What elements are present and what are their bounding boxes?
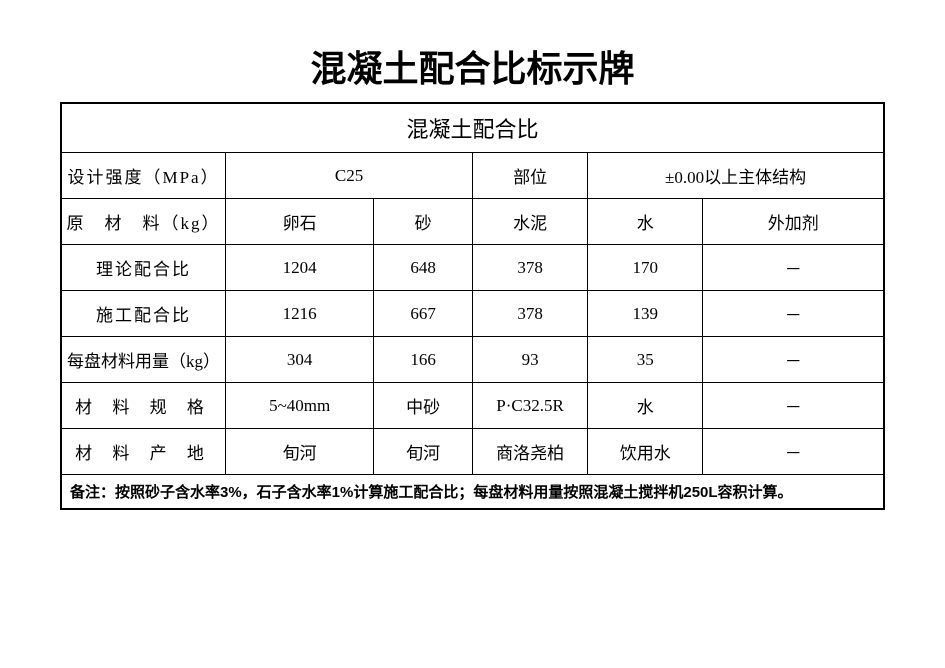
part-value: ±0.00以上主体结构 (588, 153, 884, 199)
theoretical-sand: 648 (374, 245, 473, 291)
material-spec-label: 材 料 规 格 (61, 383, 226, 429)
per-batch-gravel: 304 (226, 337, 374, 383)
material-origin-row: 材 料 产 地 旬河 旬河 商洛尧柏 饮用水 － (61, 429, 884, 475)
origin-gravel: 旬河 (226, 429, 374, 475)
col-cement: 水泥 (472, 199, 587, 245)
footer-note: 备注：按照砂子含水率3%，石子含水率1%计算施工配合比；每盘材料用量按照混凝土搅… (61, 475, 884, 510)
materials-label: 原 材 料（kg） (61, 199, 226, 245)
design-strength-value: C25 (226, 153, 473, 199)
spec-sand: 中砂 (374, 383, 473, 429)
origin-additive: － (703, 429, 884, 475)
material-origin-label: 材 料 产 地 (61, 429, 226, 475)
spec-cement: P·C32.5R (472, 383, 587, 429)
page-title: 混凝土配合比标示牌 (60, 40, 885, 92)
theoretical-cement: 378 (472, 245, 587, 291)
construction-ratio-row: 施工配合比 1216 667 378 139 － (61, 291, 884, 337)
footer-row: 备注：按照砂子含水率3%，石子含水率1%计算施工配合比；每盘材料用量按照混凝土搅… (61, 475, 884, 510)
theoretical-gravel: 1204 (226, 245, 374, 291)
col-additive: 外加剂 (703, 199, 884, 245)
part-label: 部位 (472, 153, 587, 199)
origin-water: 饮用水 (588, 429, 703, 475)
origin-sand: 旬河 (374, 429, 473, 475)
construction-water: 139 (588, 291, 703, 337)
spec-water: 水 (588, 383, 703, 429)
construction-cement: 378 (472, 291, 587, 337)
construction-ratio-label: 施工配合比 (61, 291, 226, 337)
theoretical-ratio-label: 理论配合比 (61, 245, 226, 291)
per-batch-additive: － (703, 337, 884, 383)
spec-gravel: 5~40mm (226, 383, 374, 429)
material-spec-row: 材 料 规 格 5~40mm 中砂 P·C32.5R 水 － (61, 383, 884, 429)
construction-additive: － (703, 291, 884, 337)
theoretical-additive: － (703, 245, 884, 291)
col-water: 水 (588, 199, 703, 245)
theoretical-ratio-row: 理论配合比 1204 648 378 170 － (61, 245, 884, 291)
per-batch-cement: 93 (472, 337, 587, 383)
per-batch-sand: 166 (374, 337, 473, 383)
construction-sand: 667 (374, 291, 473, 337)
col-sand: 砂 (374, 199, 473, 245)
spec-additive: － (703, 383, 884, 429)
origin-cement: 商洛尧柏 (472, 429, 587, 475)
table-subtitle: 混凝土配合比 (61, 103, 884, 153)
col-gravel: 卵石 (226, 199, 374, 245)
per-batch-water: 35 (588, 337, 703, 383)
mix-ratio-table: 混凝土配合比 设计强度（MPa） C25 部位 ±0.00以上主体结构 原 材 … (60, 102, 885, 510)
design-strength-row: 设计强度（MPa） C25 部位 ±0.00以上主体结构 (61, 153, 884, 199)
table-subtitle-row: 混凝土配合比 (61, 103, 884, 153)
per-batch-row: 每盘材料用量（kg） 304 166 93 35 － (61, 337, 884, 383)
construction-gravel: 1216 (226, 291, 374, 337)
design-strength-label: 设计强度（MPa） (61, 153, 226, 199)
per-batch-label: 每盘材料用量（kg） (61, 337, 226, 383)
theoretical-water: 170 (588, 245, 703, 291)
materials-header-row: 原 材 料（kg） 卵石 砂 水泥 水 外加剂 (61, 199, 884, 245)
